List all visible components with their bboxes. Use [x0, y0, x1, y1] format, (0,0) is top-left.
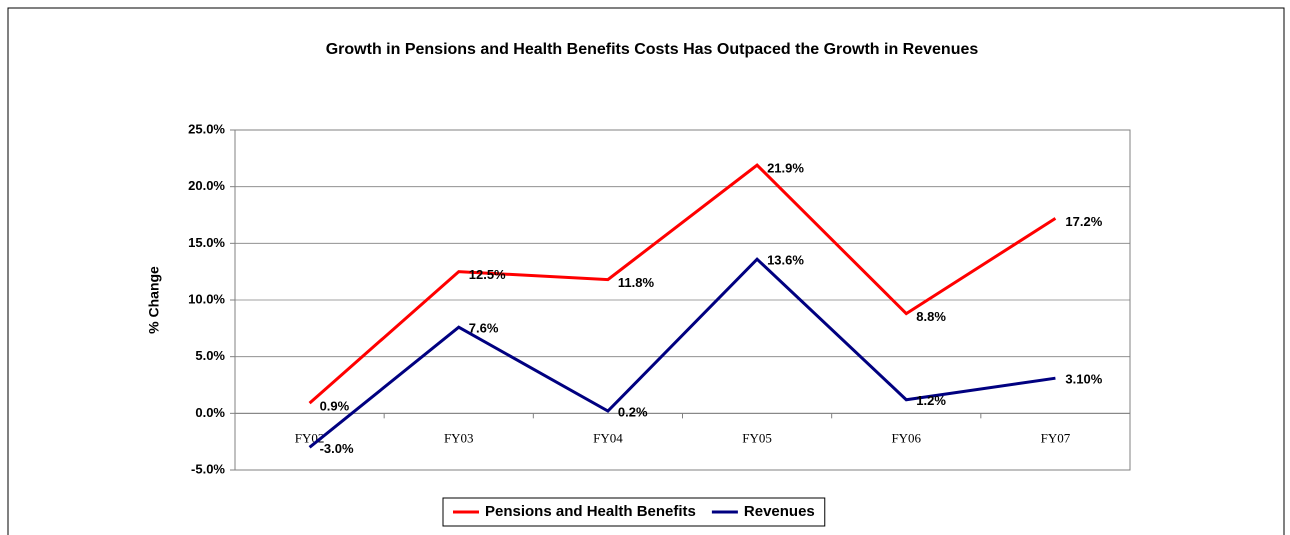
data-label: 0.9%	[320, 399, 350, 414]
y-tick-label: 20.0%	[188, 178, 225, 193]
x-tick-label: FY05	[742, 430, 772, 445]
data-label: 3.10%	[1065, 372, 1102, 387]
y-tick-label: 25.0%	[188, 121, 225, 136]
x-tick-label: FY07	[1041, 430, 1071, 445]
x-tick-label: FY06	[891, 430, 921, 445]
data-label: 0.2%	[618, 405, 648, 420]
data-label: 7.6%	[469, 321, 499, 336]
y-tick-label: 0.0%	[195, 405, 225, 420]
data-label: 8.8%	[916, 309, 946, 324]
x-tick-label: FY03	[444, 430, 474, 445]
data-label: 21.9%	[767, 161, 804, 176]
legend-box	[442, 497, 826, 527]
data-label: -3.0%	[320, 441, 354, 456]
y-axis-label: % Change	[146, 266, 162, 334]
chart-title: Growth in Pensions and Health Benefits C…	[326, 41, 979, 58]
chart-border	[7, 7, 1285, 535]
legend-label: Revenues	[744, 503, 815, 520]
data-label: 12.5%	[469, 267, 506, 282]
series-line	[308, 163, 1057, 405]
data-label: 13.6%	[767, 253, 804, 268]
data-label: 1.2%	[916, 393, 946, 408]
data-label: 17.2%	[1065, 214, 1102, 229]
y-tick-label: -5.0%	[191, 461, 225, 476]
x-tick-label: FY04	[593, 430, 623, 445]
data-label: 11.8%	[618, 275, 655, 290]
y-tick-label: 10.0%	[188, 291, 225, 306]
legend-label: Pensions and Health Benefits	[485, 503, 696, 520]
y-tick-label: 15.0%	[188, 235, 225, 250]
series-line	[308, 257, 1056, 449]
y-tick-label: 5.0%	[195, 348, 225, 363]
